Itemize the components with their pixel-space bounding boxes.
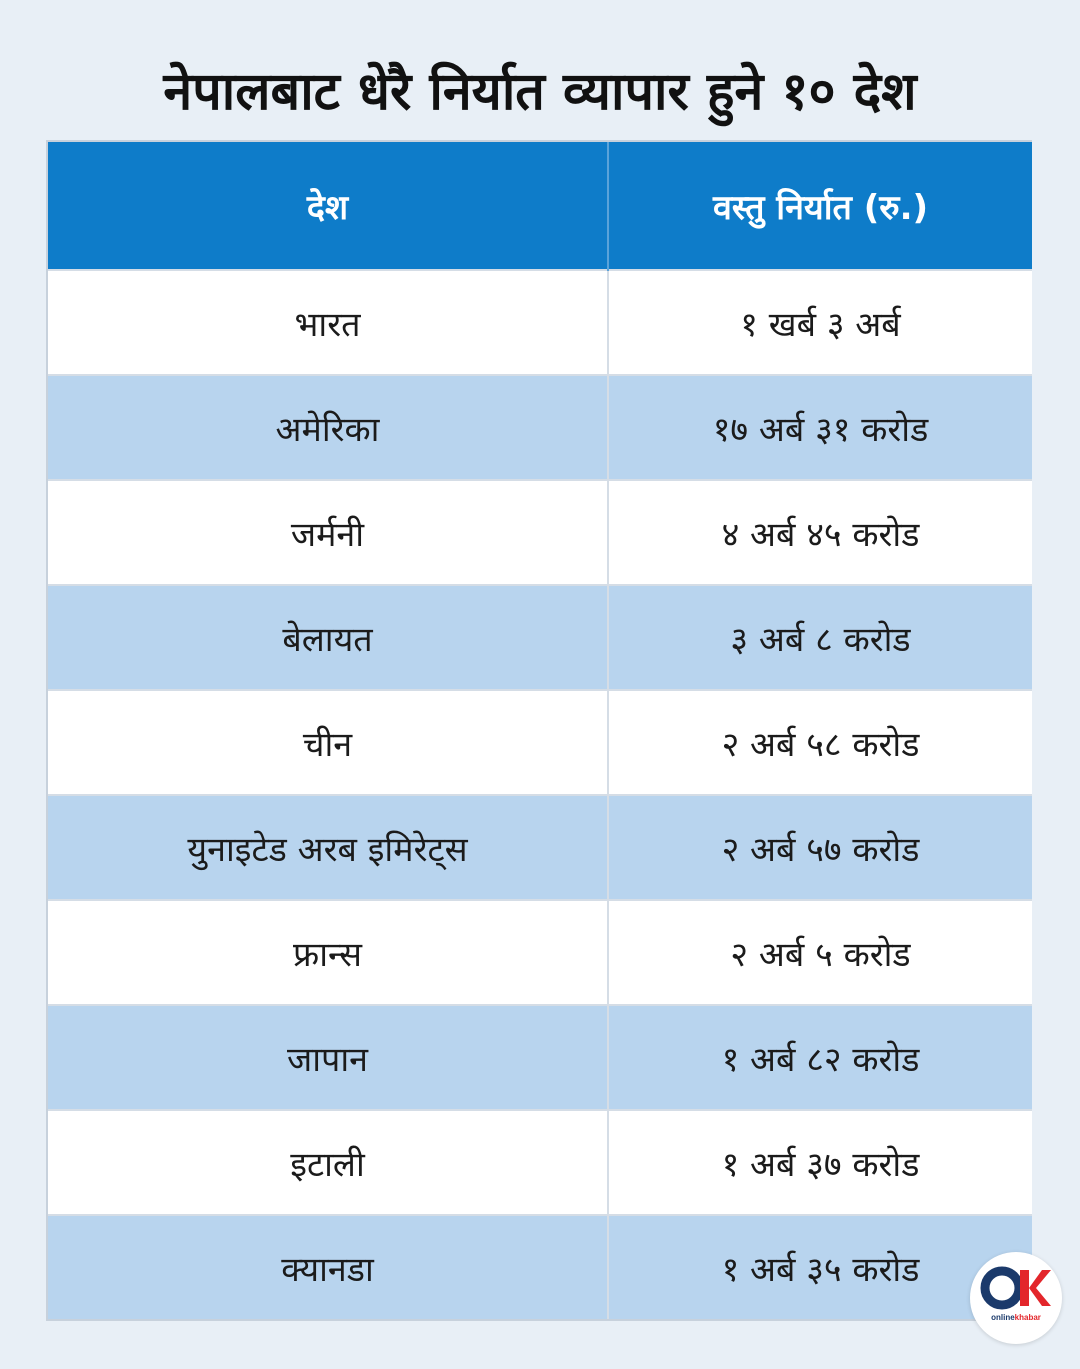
- export-value-cell: २ अर्ब ५७ करोड: [607, 794, 1032, 900]
- country-cell: युनाइटेड अरब इमिरेट्स: [48, 794, 608, 900]
- export-value-cell: १ अर्ब ३७ करोड: [607, 1109, 1032, 1215]
- table-row: इटाली १ अर्ब ३७ करोड: [48, 1109, 1032, 1215]
- export-value-cell: १ खर्ब ३ अर्ब: [607, 269, 1032, 375]
- country-cell: क्यानडा: [48, 1214, 608, 1319]
- table-row: क्यानडा १ अर्ब ३५ करोड: [48, 1214, 1032, 1319]
- country-cell: अमेरिका: [48, 374, 608, 480]
- header-country: देश: [48, 142, 608, 270]
- onlinekhabar-logo-icon: [980, 1266, 1051, 1310]
- table-row: फ्रान्स २ अर्ब ५ करोड: [48, 899, 1032, 1005]
- export-value-cell: ३ अर्ब ८ करोड: [607, 584, 1032, 690]
- export-value-cell: १७ अर्ब ३१ करोड: [607, 374, 1032, 480]
- logo-wordmark: onlinekhabar: [991, 1313, 1041, 1322]
- table-header-row: देश वस्तु निर्यात (रु.): [48, 142, 1032, 270]
- country-cell: चीन: [48, 689, 608, 795]
- table-row: बेलायत ३ अर्ब ८ करोड: [48, 584, 1032, 690]
- country-cell: भारत: [48, 269, 608, 375]
- table-row: भारत १ खर्ब ३ अर्ब: [48, 269, 1032, 375]
- country-cell: इटाली: [48, 1109, 608, 1215]
- table-row: जर्मनी ४ अर्ब ४५ करोड: [48, 479, 1032, 585]
- onlinekhabar-logo[interactable]: onlinekhabar: [970, 1252, 1062, 1344]
- country-cell: जापान: [48, 1004, 608, 1110]
- table-row: अमेरिका १७ अर्ब ३१ करोड: [48, 374, 1032, 480]
- table-row: युनाइटेड अरब इमिरेट्स २ अर्ब ५७ करोड: [48, 794, 1032, 900]
- country-cell: बेलायत: [48, 584, 608, 690]
- export-value-cell: २ अर्ब ५ करोड: [607, 899, 1032, 1005]
- page-title: नेपालबाट धेरै निर्यात व्यापार हुने १० दे…: [163, 62, 917, 122]
- table-row: चीन २ अर्ब ५८ करोड: [48, 689, 1032, 795]
- country-cell: फ्रान्स: [48, 899, 608, 1005]
- export-value-cell: ४ अर्ब ४५ करोड: [607, 479, 1032, 585]
- country-cell: जर्मनी: [48, 479, 608, 585]
- export-table: देश वस्तु निर्यात (रु.) भारत १ खर्ब ३ अर…: [46, 140, 1032, 1321]
- export-value-cell: २ अर्ब ५८ करोड: [607, 689, 1032, 795]
- export-value-cell: १ अर्ब ८२ करोड: [607, 1004, 1032, 1110]
- table-row: जापान १ अर्ब ८२ करोड: [48, 1004, 1032, 1110]
- export-value-cell: १ अर्ब ३५ करोड: [607, 1214, 1032, 1319]
- header-export-value: वस्तु निर्यात (रु.): [607, 142, 1032, 270]
